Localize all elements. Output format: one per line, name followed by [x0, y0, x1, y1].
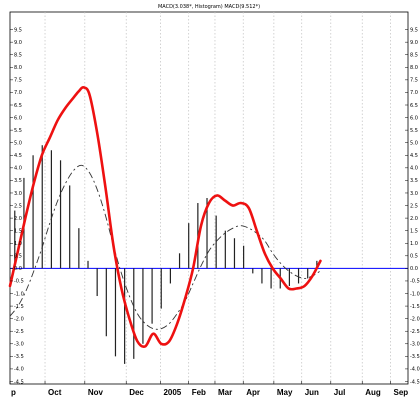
signal-line — [9, 164, 321, 330]
y-axis-left: -4.5 -4.0 -3.5 -3.0 -2.5 -2.0 -1.5 -1.0 -0.5 0.0 0… — [10, 27, 24, 385]
macd-series-path — [8, 86, 322, 348]
y-tick-label-right: 1.5 — [410, 228, 418, 234]
y-tick-label-right: 5.0 — [410, 141, 418, 147]
y-tick-label-left: 7.0 — [14, 90, 22, 96]
x-tick-label: Jul — [334, 388, 346, 397]
signal-series-path — [9, 164, 321, 330]
y-tick-label-left: -4.0 — [14, 367, 24, 373]
y-tick-label-right: 2.5 — [410, 203, 418, 209]
y-tick-label-left: 2.0 — [14, 216, 22, 222]
chart-title: MACD(3.038*, Histogram) MACD(9.512*) — [158, 4, 260, 10]
x-axis: p Oct Nov Dec 2005 Feb Mar Apr May Jun Jul Aug Sep — [9, 381, 408, 397]
y-tick-label-right: -2.0 — [410, 316, 420, 322]
y-tick-label-left: 1.0 — [14, 241, 22, 247]
y-tick-label-right: 8.5 — [410, 53, 418, 59]
y-tick-label-left: 4.0 — [14, 166, 22, 172]
x-tick-label: Sep — [393, 388, 408, 397]
y-tick-label-right: 8.0 — [410, 65, 418, 71]
y-tick-label-left: -1.5 — [14, 304, 24, 310]
y-tick-label-left: -4.5 — [14, 379, 24, 385]
y-tick-label-right: 0.5 — [410, 254, 418, 260]
y-tick-label-left: 1.5 — [14, 228, 22, 234]
y-tick-label-left: 0.0 — [14, 266, 22, 272]
x-tick-label: 2005 — [163, 388, 181, 397]
y-tick-label-left: 7.5 — [14, 78, 22, 84]
y-tick-label-left: 5.0 — [14, 141, 22, 147]
y-tick-label-right: 6.5 — [410, 103, 418, 109]
x-tick-label: Nov — [88, 388, 104, 397]
y-tick-label-left: -2.0 — [14, 316, 24, 322]
y-tick-label-left: 3.0 — [14, 191, 22, 197]
grid-lines — [44, 12, 391, 384]
y-tick-label-right: 4.0 — [410, 166, 418, 172]
y-tick-label-left: 6.5 — [14, 103, 22, 109]
y-tick-label-left: -3.5 — [14, 354, 24, 360]
y-axis-right: -4.5 -4.0 -3.5 -3.0 -2.5 -2.0 -1.5 -1.0 -0.5 0.0 0… — [405, 27, 420, 385]
y-tick-label-left: -1.0 — [14, 291, 24, 297]
macd-line — [8, 86, 322, 348]
y-tick-label-right: -1.5 — [410, 304, 420, 310]
y-tick-label-right: 1.0 — [410, 241, 418, 247]
x-tick-label: Aug — [365, 388, 381, 397]
y-tick-label-left: 9.5 — [14, 27, 22, 33]
y-tick-label-left: 8.0 — [14, 65, 22, 71]
y-tick-label-right: -3.5 — [410, 354, 420, 360]
x-tick-label: p — [11, 388, 16, 397]
y-tick-label-right: -1.0 — [410, 291, 420, 297]
y-tick-label-left: 5.5 — [14, 128, 22, 134]
x-tick-label: Dec — [129, 388, 144, 397]
y-tick-label-right: 3.5 — [410, 178, 418, 184]
y-tick-label-left: 3.5 — [14, 178, 22, 184]
y-tick-label-left: 4.5 — [14, 153, 22, 159]
y-tick-label-right: 9.0 — [410, 40, 418, 46]
y-tick-label-left: -0.5 — [14, 279, 24, 285]
y-tick-label-right: 7.5 — [410, 78, 418, 84]
y-tick-label-left: 2.5 — [14, 203, 22, 209]
x-tick-label: Jun — [305, 388, 319, 397]
y-tick-label-right: 6.0 — [410, 115, 418, 121]
x-tick-label: Mar — [218, 388, 232, 397]
x-tick-label: Feb — [192, 388, 206, 397]
y-tick-label-right: -4.0 — [410, 367, 420, 373]
plot-border — [9, 11, 409, 385]
y-tick-label-right: 5.5 — [410, 128, 418, 134]
y-tick-label-right: 0.0 — [410, 266, 418, 272]
y-tick-label-right: -3.0 — [410, 342, 420, 348]
y-tick-label-right: -0.5 — [410, 279, 420, 285]
y-tick-label-right: 7.0 — [410, 90, 418, 96]
y-tick-label-right: 2.0 — [410, 216, 418, 222]
y-tick-label-right: -4.5 — [410, 379, 420, 385]
y-tick-label-left: 0.5 — [14, 254, 22, 260]
x-tick-label: Apr — [246, 388, 260, 397]
x-tick-label: May — [277, 388, 293, 397]
x-tick-label: Oct — [48, 388, 62, 397]
y-tick-label-left: -3.0 — [14, 342, 24, 348]
y-tick-label-right: 4.5 — [410, 153, 418, 159]
y-tick-label-right: -2.5 — [410, 329, 420, 335]
y-tick-label-right: 9.5 — [410, 27, 418, 33]
y-tick-label-left: 8.5 — [14, 53, 22, 59]
y-tick-label-left: -2.5 — [14, 329, 24, 335]
y-tick-label-right: 3.0 — [410, 191, 418, 197]
y-tick-label-left: 9.0 — [14, 40, 22, 46]
y-tick-label-left: 6.0 — [14, 115, 22, 121]
